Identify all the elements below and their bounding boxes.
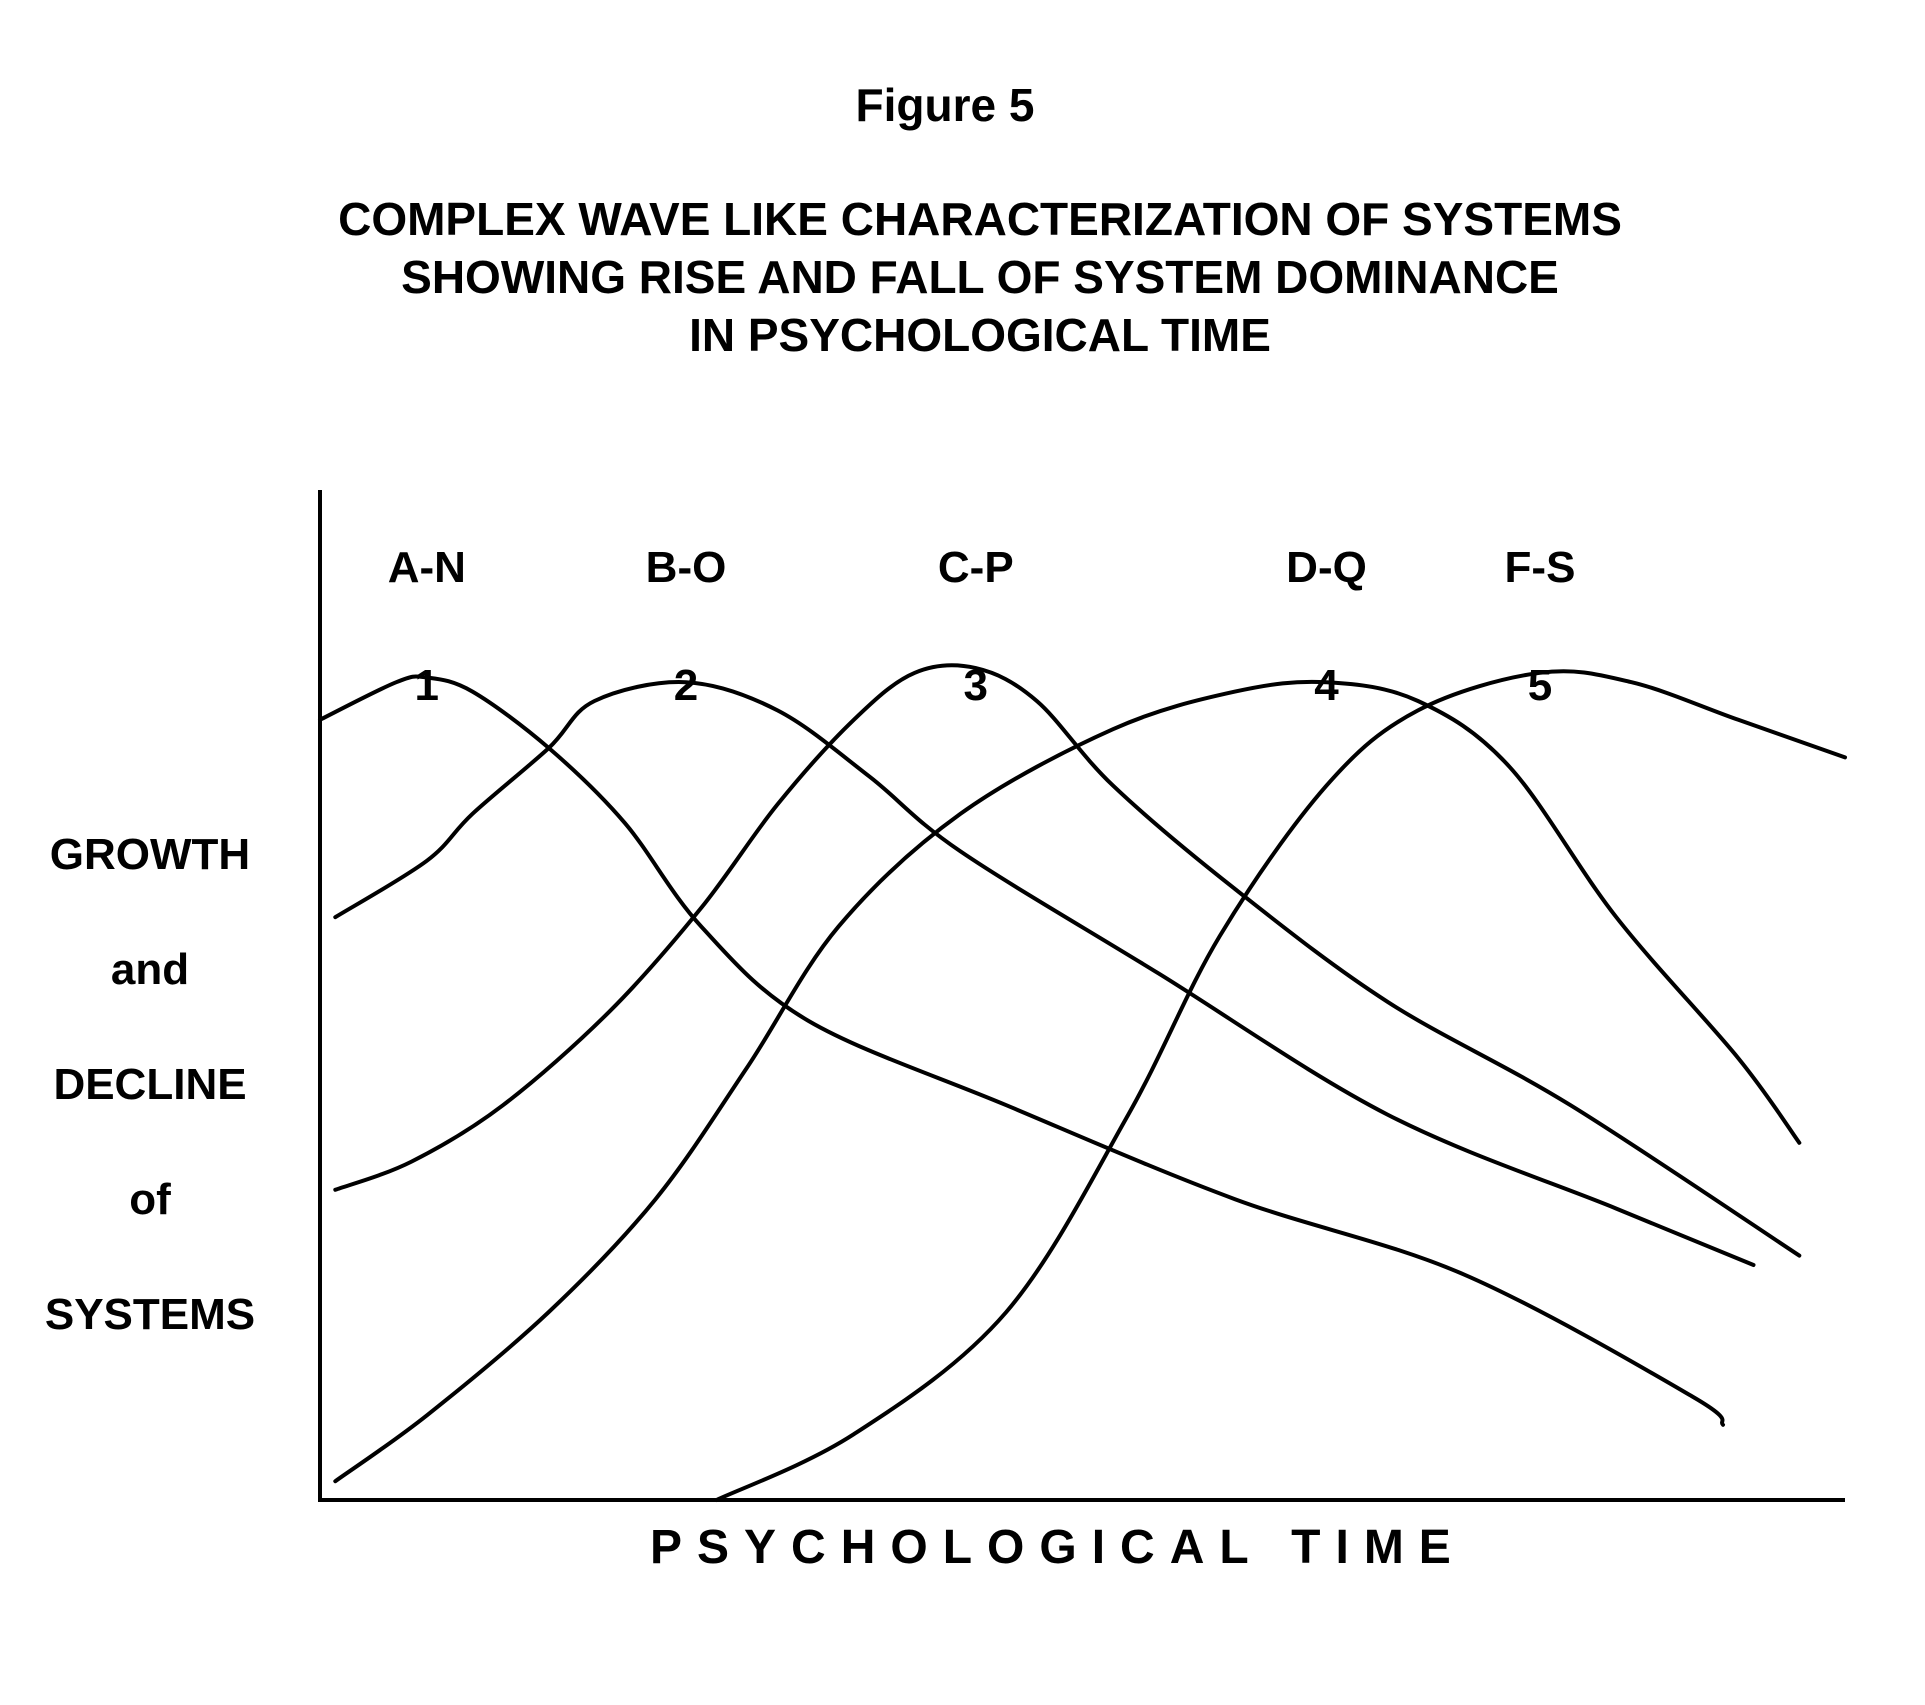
series-name-label-b-o: B-O [646, 543, 727, 592]
chart-title: COMPLEX WAVE LIKE CHARACTERIZATION OF SY… [0, 190, 1925, 364]
series-peak-number-5: 5 [1528, 661, 1552, 710]
series-line-a-n [318, 674, 1725, 1427]
y-axis-label-word-5: SYSTEMS [44, 1290, 256, 1339]
title-line-3: IN PSYCHOLOGICAL TIME [689, 309, 1271, 361]
curves-group [318, 663, 1847, 1502]
series-peak-number-4: 4 [1314, 661, 1339, 710]
series-line-c-p [333, 663, 1802, 1258]
y-axis-label-word-1: GROWTH [49, 830, 251, 879]
y-axis-label-word-3: DECLINE [53, 1060, 247, 1109]
series-line-b-o [333, 680, 1756, 1267]
y-axis-label-word-2: and [110, 945, 190, 994]
series-line-d-q [333, 679, 1802, 1484]
series-name-label-d-q: D-Q [1286, 543, 1367, 592]
figure-label: Figure 5 [855, 79, 1035, 131]
series-peak-number-3: 3 [964, 661, 988, 710]
title-line-2: SHOWING RISE AND FALL OF SYSTEM DOMINANC… [401, 251, 1559, 303]
series-line-f-s [714, 669, 1847, 1502]
y-axis-label-word-4: of [129, 1175, 171, 1224]
series-labels-group: A-N 1 B-O 2 C-P 3 D-Q 4 F-S 5 [388, 543, 1576, 710]
x-axis-label: PSYCHOLOGICAL TIME [650, 1521, 1466, 1574]
series-name-label-f-s: F-S [1505, 543, 1576, 592]
series-name-label-c-p: C-P [938, 543, 1014, 592]
title-line-1: COMPLEX WAVE LIKE CHARACTERIZATION OF SY… [338, 193, 1622, 245]
series-name-label-a-n: A-N [388, 543, 466, 592]
series-peak-number-2: 2 [674, 661, 698, 710]
series-peak-number-1: 1 [415, 661, 439, 710]
